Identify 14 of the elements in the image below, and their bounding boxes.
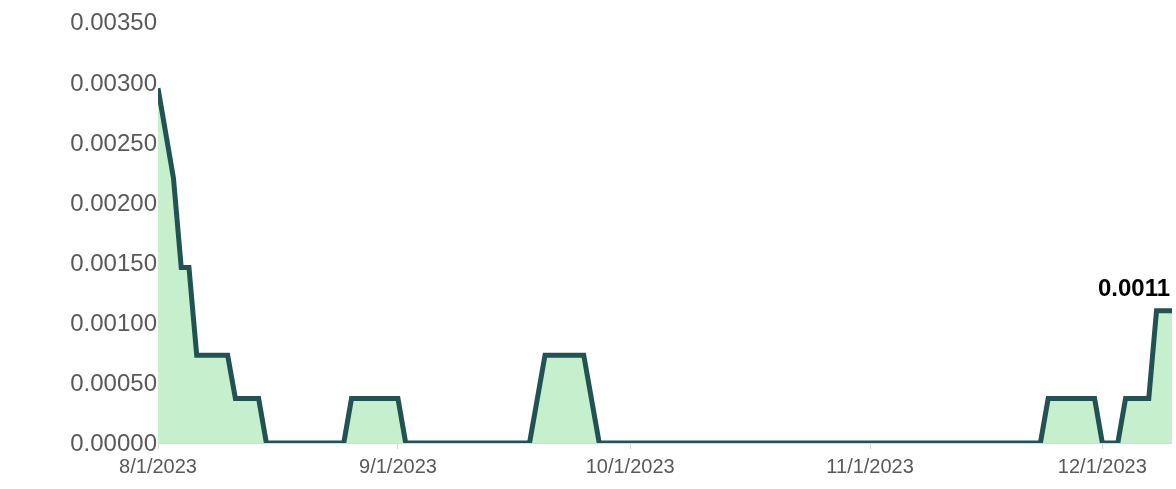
x-tick-label: 9/1/2023 xyxy=(359,455,437,477)
y-tick-label: 0.00150 xyxy=(70,248,157,276)
y-tick-label: 0.00200 xyxy=(70,188,157,216)
x-tick-label: 12/1/2023 xyxy=(1057,455,1147,477)
y-tick-label: 0.00300 xyxy=(70,68,157,96)
x-tick-label: 10/1/2023 xyxy=(585,455,675,477)
y-tick-label: 0.00250 xyxy=(70,128,157,156)
y-tick-label: 0.00050 xyxy=(70,369,157,397)
y-tick-label: 0.00000 xyxy=(70,429,157,457)
x-tick-label: 11/1/2023 xyxy=(826,455,914,477)
x-tick-label: 8/1/2023 xyxy=(119,455,197,477)
y-tick-label: 0.00100 xyxy=(70,309,157,337)
y-tick-label: 0.00350 xyxy=(70,8,157,36)
annotation: 0.0011 xyxy=(1098,274,1171,301)
